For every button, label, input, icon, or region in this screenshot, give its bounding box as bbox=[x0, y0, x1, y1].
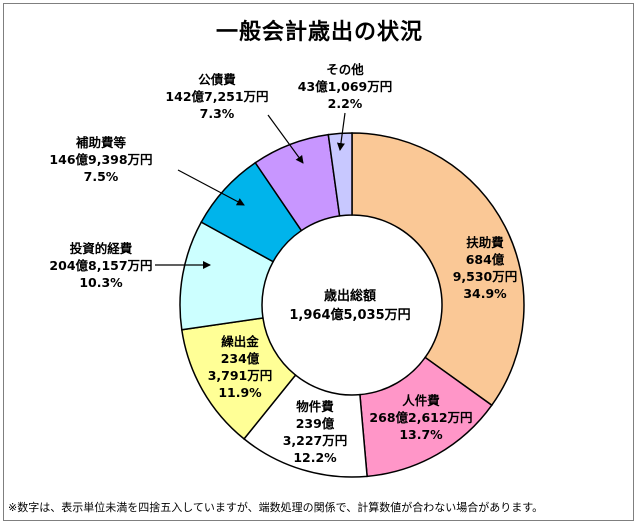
slice-0 bbox=[351, 132, 525, 407]
slice-label-name: その他 bbox=[326, 62, 364, 77]
slice-label-toshitekikeihi: 投資的経費 204億8,157万円 10.3% bbox=[42, 240, 160, 291]
slice-label-kosaihi: 公債費 142億7,251万円 7.3% bbox=[158, 71, 276, 122]
slice-label-amount: 43億1,069万円 bbox=[297, 79, 393, 94]
slice-label-sonota: その他 43億1,069万円 2.2% bbox=[286, 61, 404, 112]
slice-label-amount: 268億2,612万円 bbox=[369, 410, 473, 425]
slice-label-percent: 12.2% bbox=[293, 450, 337, 465]
slice-label-bukkenhi: 物件費 239億 3,227万円 12.2% bbox=[275, 398, 355, 466]
arrow-kosaihi bbox=[267, 114, 304, 164]
footnote: ※数字は、表示単位未満を四捨五入していますが、端数処理の関係で、計算数値が合わな… bbox=[8, 501, 544, 514]
slice-label-amount: 204億8,157万円 bbox=[49, 258, 153, 273]
slice-label-percent: 13.7% bbox=[399, 427, 443, 442]
donut-slices bbox=[179, 132, 525, 478]
slice-label-percent: 11.9% bbox=[218, 385, 262, 400]
slice-label-hojohi: 補助費等 146億9,398万円 7.5% bbox=[42, 134, 160, 185]
slice-label-amount2: 3,791万円 bbox=[207, 368, 273, 383]
center-title: 歳出総額 bbox=[323, 289, 376, 304]
chart-title: 一般会計歳出の状況 bbox=[215, 20, 423, 45]
slice-label-amount: 142億7,251万円 bbox=[165, 89, 269, 104]
slice-label-name: 投資的経費 bbox=[69, 241, 133, 256]
slice-label-amount: 234億 bbox=[220, 351, 260, 366]
slice-label-jinkenhi: 人件費 268億2,612万円 13.7% bbox=[365, 392, 477, 443]
slice-label-amount: 239億 bbox=[295, 416, 335, 431]
slice-label-percent: 7.5% bbox=[83, 169, 119, 184]
slice-label-amount2: 9,530万円 bbox=[452, 269, 518, 284]
slice-label-name: 繰出金 bbox=[221, 334, 259, 349]
center-amount: 1,964億5,035万円 bbox=[289, 308, 411, 323]
slice-label-kuridashikin: 繰出金 234億 3,791万円 11.9% bbox=[200, 333, 280, 401]
slice-label-name: 扶助費 bbox=[466, 235, 504, 250]
slice-label-amount: 684億 bbox=[465, 252, 505, 267]
slice-label-name: 人件費 bbox=[402, 393, 440, 408]
slice-label-percent: 2.2% bbox=[327, 96, 363, 111]
slice-label-percent: 7.3% bbox=[199, 106, 235, 121]
callout-arrows bbox=[155, 112, 346, 269]
slice-label-name: 公債費 bbox=[198, 72, 236, 87]
slice-7 bbox=[327, 132, 353, 217]
slice-label-amount2: 3,227万円 bbox=[282, 433, 348, 448]
slice-label-name: 補助費等 bbox=[75, 135, 126, 150]
slice-label-name: 物件費 bbox=[296, 399, 334, 414]
slice-label-fujohi: 扶助費 684億 9,530万円 34.9% bbox=[440, 234, 530, 302]
slice-label-amount: 146億9,398万円 bbox=[49, 152, 153, 167]
center-label: 歳出総額 1,964億5,035万円 bbox=[285, 287, 415, 325]
arrow-hojohi bbox=[177, 169, 245, 206]
slice-label-percent: 10.3% bbox=[79, 275, 123, 290]
slice-label-percent: 34.9% bbox=[463, 286, 507, 301]
arrow-sonota bbox=[336, 112, 346, 151]
